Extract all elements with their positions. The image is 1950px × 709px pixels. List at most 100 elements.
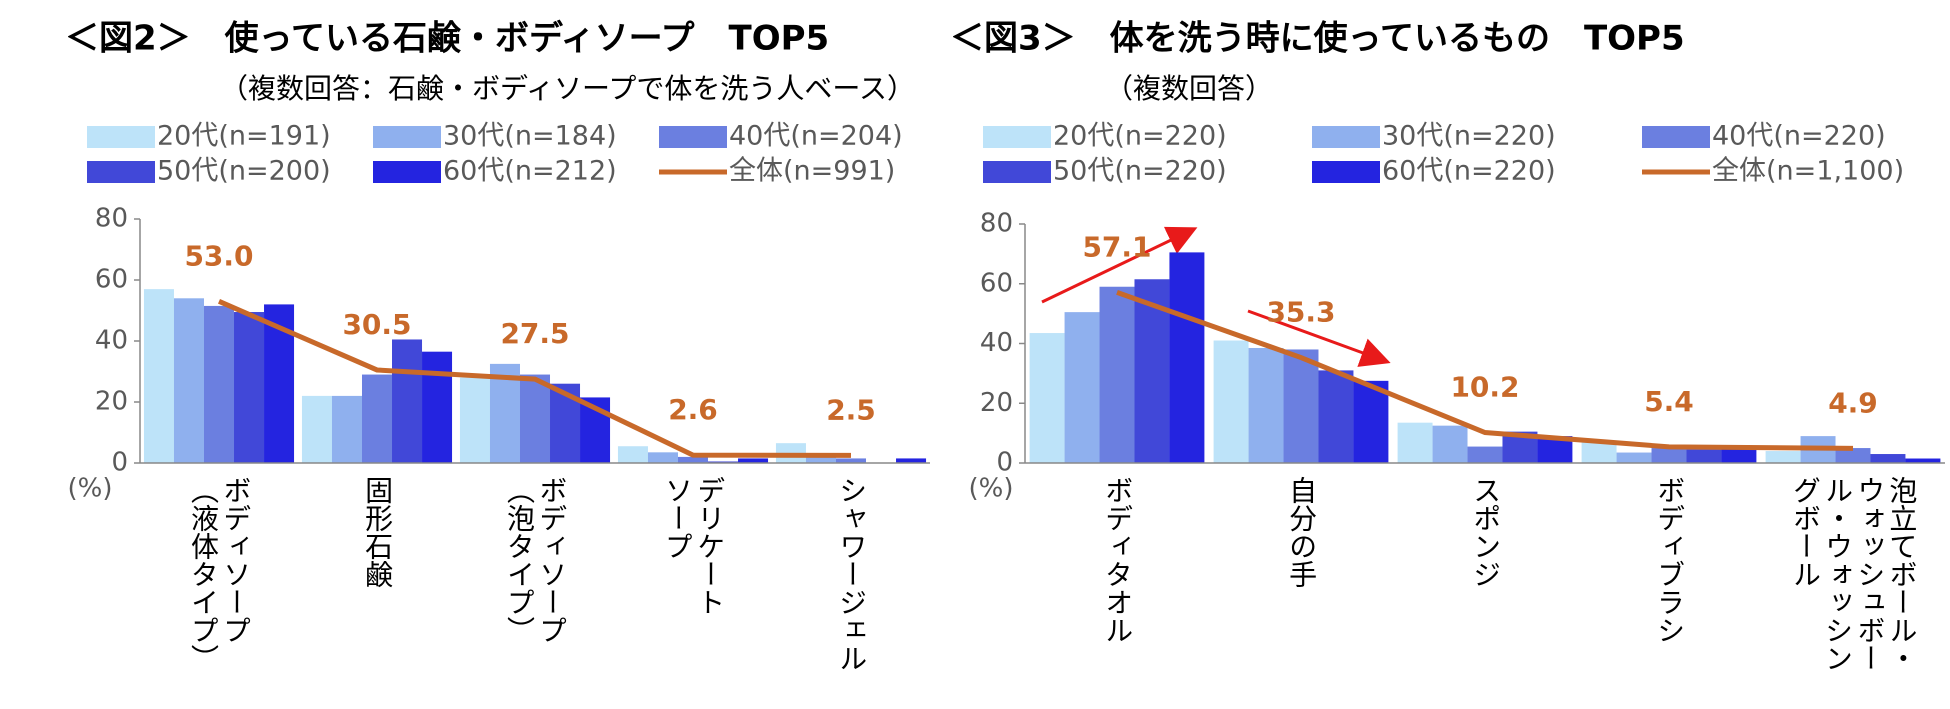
y-tick-label: 40 — [95, 326, 128, 356]
y-unit: (%) — [68, 474, 113, 504]
bar — [203, 305, 235, 463]
bar — [459, 377, 490, 463]
legend-swatch — [87, 161, 155, 183]
legend-swatch — [659, 126, 727, 148]
x-tick-label: スポンジ — [1469, 476, 1503, 588]
bar — [677, 456, 709, 463]
legend-swatch — [983, 161, 1051, 183]
bar — [738, 458, 769, 463]
trend-arrow — [1247, 309, 1391, 367]
y-tick-label: 80 — [980, 209, 1013, 239]
bar — [1765, 451, 1801, 463]
chart-title: ＜図3＞ 体を洗う時に使っているもの TOP5 — [950, 19, 1685, 59]
data-label: 27.5 — [500, 317, 569, 350]
bar — [234, 312, 265, 463]
y-tick-label: 0 — [111, 448, 128, 478]
bar — [331, 395, 362, 463]
chart-subtitle: （複数回答：石鹸・ボディソープで体を洗う人ベース） — [220, 72, 915, 105]
bar — [143, 289, 174, 463]
bar — [1581, 440, 1617, 463]
bar — [1029, 333, 1065, 463]
bar — [301, 395, 332, 463]
bar — [1467, 446, 1503, 463]
y-tick-label: 20 — [980, 388, 1013, 418]
x-tick-label: 固形石鹸 — [361, 476, 395, 588]
overall-line — [218, 299, 852, 458]
bar — [1248, 347, 1284, 463]
legend-swatch — [373, 161, 441, 183]
bar — [1099, 286, 1135, 463]
x-tick-label: シャワージェル — [835, 476, 869, 672]
legend-swatch — [1312, 126, 1380, 148]
bar — [1353, 380, 1389, 463]
legend-label: 20代(n=191) — [157, 121, 331, 152]
data-label: 10.2 — [1450, 371, 1519, 404]
bar — [173, 298, 204, 463]
data-label: 5.4 — [1644, 385, 1694, 418]
bar — [422, 351, 453, 463]
bar — [1432, 425, 1468, 463]
bar — [1651, 448, 1687, 463]
bar — [1169, 252, 1205, 463]
overall-line — [1116, 290, 1854, 451]
y-tick-label: 60 — [95, 265, 128, 295]
x-tick-label: ボディブラシ — [1653, 476, 1687, 644]
y-tick-label: 20 — [95, 387, 128, 417]
y-tick-label: 80 — [95, 204, 128, 234]
legend-label: 60代(n=212) — [443, 156, 617, 187]
bar — [1397, 422, 1433, 463]
data-label: 4.9 — [1828, 386, 1878, 419]
bar — [708, 461, 739, 463]
bar — [647, 452, 678, 463]
bar — [1905, 458, 1941, 463]
bar — [1318, 370, 1354, 463]
bar — [1616, 452, 1652, 463]
bar — [1213, 340, 1249, 463]
bar — [519, 374, 551, 463]
legend-label: 60代(n=220) — [1382, 156, 1556, 187]
chart-title: ＜図2＞ 使っている石鹸・ボディソープ TOP5 — [65, 19, 829, 59]
bar — [1064, 312, 1100, 463]
bar — [805, 456, 836, 463]
bar — [617, 446, 648, 463]
y-tick-label: 0 — [996, 448, 1013, 478]
data-label: 2.6 — [668, 393, 718, 426]
x-tick-label: ボディソープ （液体タイプ） — [187, 476, 253, 672]
legend-swatch — [373, 126, 441, 148]
bar — [896, 458, 927, 463]
legend-label: 30代(n=184) — [443, 121, 617, 152]
y-tick-label: 40 — [980, 328, 1013, 358]
legend-swatch — [87, 126, 155, 148]
data-label: 53.0 — [184, 239, 253, 272]
x-tick-label: ボディタオル — [1101, 476, 1135, 644]
x-tick-label: ボディソープ （泡タイプ） — [503, 476, 569, 644]
bar — [1870, 454, 1906, 463]
legend-label: 40代(n=220) — [1712, 121, 1886, 152]
bar — [835, 458, 867, 463]
legend-swatch — [1642, 126, 1710, 148]
legend-swatch — [1312, 161, 1380, 183]
data-label: 2.5 — [826, 393, 876, 426]
data-label: 57.1 — [1082, 230, 1151, 263]
legend-label: 40代(n=204) — [729, 121, 903, 152]
legend-label: 20代(n=220) — [1053, 121, 1227, 152]
x-tick-label: 自分の手 — [1285, 476, 1319, 588]
legend-label: 50代(n=220) — [1053, 156, 1227, 187]
y-unit: (%) — [969, 474, 1014, 504]
legend-label: 全体(n=991) — [729, 156, 895, 187]
legend-label: 30代(n=220) — [1382, 121, 1556, 152]
data-label: 30.5 — [342, 308, 411, 341]
legend-label: 全体(n=1,100) — [1712, 156, 1904, 187]
bar — [1283, 349, 1319, 463]
legend-swatch — [983, 126, 1051, 148]
bar — [392, 339, 423, 463]
bar — [1686, 449, 1722, 463]
bar — [1721, 448, 1757, 463]
chart-subtitle: （複数回答） — [1105, 72, 1273, 105]
legend-label: 50代(n=200) — [157, 156, 331, 187]
data-label: 35.3 — [1266, 296, 1335, 329]
trend-arrow — [1041, 226, 1198, 304]
x-tick-label: 泡立てボール・ウォッシュボール・ウォッシングボール — [1788, 476, 1919, 672]
